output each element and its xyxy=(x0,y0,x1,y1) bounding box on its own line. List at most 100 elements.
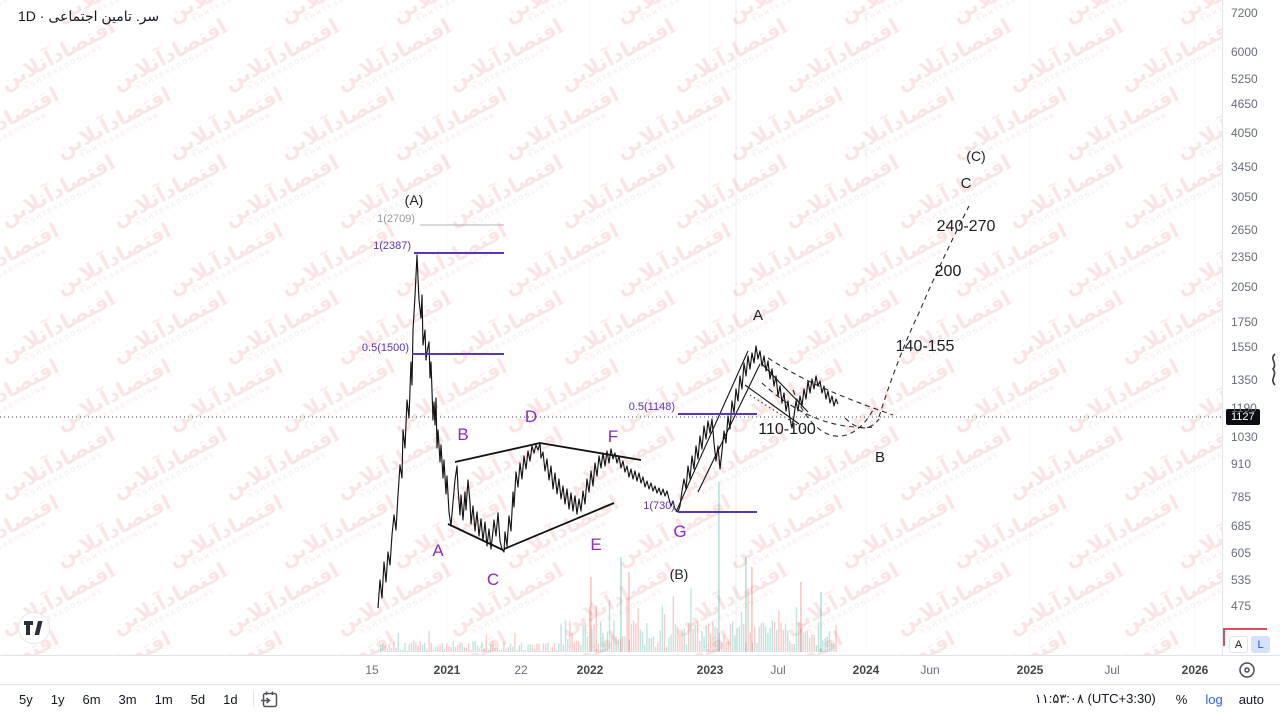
wave-label: F xyxy=(608,427,618,446)
volume-bar xyxy=(600,621,602,652)
annotation-label: C xyxy=(961,175,972,192)
volume-bar xyxy=(683,628,685,652)
volume-bar xyxy=(611,635,613,652)
volume-bar xyxy=(586,636,589,652)
volume-bar xyxy=(655,646,657,652)
toolbar-divider xyxy=(252,691,254,707)
range-button-5d[interactable]: 5d xyxy=(190,691,206,707)
volume-bar xyxy=(593,624,595,652)
volume-bar xyxy=(795,607,798,652)
scroll-to-recent-icon[interactable] xyxy=(1238,661,1256,679)
trendline-drawing[interactable] xyxy=(697,363,761,493)
volume-bar xyxy=(454,647,457,652)
price-axis[interactable]: 1127 7200 6000 5250 4650 4050 3450 3050 2650 235… xyxy=(1222,0,1280,655)
go-to-date-button[interactable] xyxy=(260,689,282,709)
projection-dashed-drawing[interactable] xyxy=(761,382,877,428)
auto-scale-button[interactable]: A xyxy=(1229,636,1248,653)
range-button-1y[interactable]: 1y xyxy=(50,691,65,707)
volume-bar xyxy=(580,645,582,652)
volume-bar xyxy=(800,628,802,652)
auto-scale-toggle[interactable]: auto xyxy=(1238,691,1264,707)
dotted-segment-drawing[interactable] xyxy=(749,394,806,431)
projection-dashed-drawing[interactable] xyxy=(844,417,880,429)
volume-bar xyxy=(674,623,677,652)
price-tick: 6000 xyxy=(1231,45,1258,59)
price-tick: 535 xyxy=(1231,573,1252,587)
log-scale-button[interactable]: L xyxy=(1251,636,1270,653)
price-chart: 1(2709) 1(2387) 0.5(1500) 0.5(1148) 1(730) B D… xyxy=(0,0,1222,652)
volume-bar xyxy=(404,643,406,652)
price-tick: 685 xyxy=(1231,519,1252,533)
volume-bar xyxy=(564,620,567,652)
percent-scale-button[interactable]: % xyxy=(1175,691,1188,707)
volume-bar xyxy=(721,642,723,652)
volume-bar xyxy=(685,644,688,652)
volume-bar xyxy=(419,641,421,652)
price-tick: 4050 xyxy=(1231,126,1258,140)
price-tick: 2050 xyxy=(1231,280,1258,294)
volume-bar xyxy=(388,643,391,652)
volume-bar xyxy=(789,640,791,652)
range-button-1m[interactable]: 1m xyxy=(154,691,173,707)
range-button-3m[interactable]: 3m xyxy=(118,691,137,707)
volume-bar xyxy=(582,624,584,652)
time-tick: 2023 xyxy=(696,663,724,677)
volume-bar xyxy=(472,641,474,652)
wave-label: G xyxy=(673,522,686,541)
time-tick: 2025 xyxy=(1016,663,1044,677)
range-button-5y[interactable]: 5y xyxy=(19,691,33,707)
projection-dashed-drawing[interactable] xyxy=(792,389,875,437)
time-axis[interactable]: 15 2021 22 2022 2023 Jul 2024 Jun 2025 Jul 2026 xyxy=(0,655,1280,684)
trendline-drawing[interactable] xyxy=(760,362,809,413)
volume-bar xyxy=(734,635,736,652)
range-button-1d[interactable]: 1d xyxy=(223,691,238,707)
volume-bar xyxy=(538,643,540,652)
session-clock[interactable]: ۱۱:۵۳:۰۸ (UTC+3:30) xyxy=(1034,691,1156,706)
trendline-drawing[interactable] xyxy=(539,442,642,461)
volume-bar xyxy=(448,646,450,652)
price-curve xyxy=(377,254,839,609)
projection-dashed-drawing[interactable] xyxy=(878,205,970,418)
volume-bar xyxy=(525,650,527,652)
volume-spike xyxy=(820,592,822,652)
symbol-title[interactable]: سر. تامین اجتماعی · 1D xyxy=(18,8,160,24)
price-tick: 1350 xyxy=(1231,373,1258,387)
trendline-drawing[interactable] xyxy=(744,384,800,425)
volume-bar xyxy=(421,644,424,652)
trendline-drawing[interactable] xyxy=(503,502,615,550)
volume-bar xyxy=(476,645,479,652)
volume-bar xyxy=(784,623,787,652)
volume-bar xyxy=(606,631,608,652)
volume-bar xyxy=(690,588,692,652)
volume-bar xyxy=(835,624,837,652)
volume-bar xyxy=(534,648,536,652)
volume-bar xyxy=(628,639,630,652)
trendline-drawing[interactable] xyxy=(447,523,504,551)
volume-bar xyxy=(430,642,432,652)
volume-bar xyxy=(765,626,767,652)
time-tick: Jul xyxy=(1104,663,1120,677)
volume-bar xyxy=(756,643,758,652)
volume-bar xyxy=(492,641,494,652)
volume-bar xyxy=(749,632,751,652)
volume-bar xyxy=(826,636,828,652)
volume-bar xyxy=(523,650,525,652)
brush-squiggle-drawing[interactable] xyxy=(1267,352,1280,392)
trendline-drawing[interactable] xyxy=(454,442,541,463)
volume-bar xyxy=(531,645,534,652)
range-button-6m[interactable]: 6m xyxy=(82,691,101,707)
chart-canvas[interactable]: 1(2709) 1(2387) 0.5(1500) 0.5(1148) 1(730) B D… xyxy=(0,0,1222,655)
volume-bar xyxy=(694,624,696,652)
price-tick: 475 xyxy=(1231,599,1252,613)
tradingview-logo[interactable] xyxy=(18,612,50,644)
trendline-drawing[interactable] xyxy=(675,350,749,513)
price-tick: 1550 xyxy=(1231,340,1258,354)
fib-level-label: 0.5(1148) xyxy=(629,401,675,413)
volume-bar xyxy=(573,642,575,652)
log-scale-toggle[interactable]: log xyxy=(1205,691,1223,707)
volume-bar xyxy=(791,644,793,652)
volume-bar xyxy=(501,650,503,652)
volume-bar xyxy=(811,634,813,652)
volume-bar xyxy=(624,636,626,652)
volume-bar xyxy=(613,619,615,652)
